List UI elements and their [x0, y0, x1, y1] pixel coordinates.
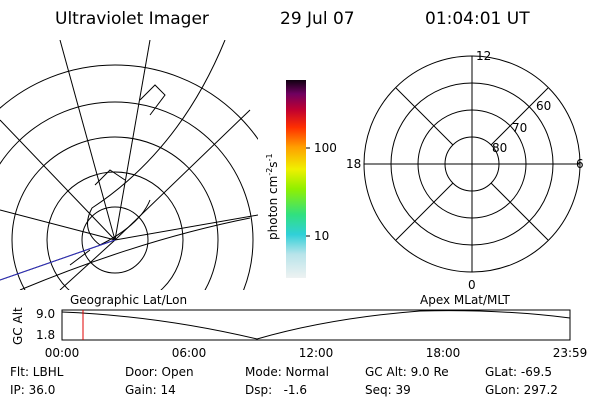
x-tick-label: 12:00	[299, 346, 334, 360]
geo-map	[0, 40, 258, 290]
x-tick-label: 23:59	[553, 346, 588, 360]
mlt-label: 12	[476, 49, 491, 63]
time: 01:04:01 UT	[425, 9, 530, 29]
date: 29 Jul 07	[280, 9, 355, 29]
y-tick-label: 9.0	[36, 307, 55, 321]
status-field: Seq: 39	[365, 383, 411, 397]
y-tick-label: 1.8	[36, 328, 55, 342]
altitude-curve	[61, 310, 571, 340]
y-label: GC Alt	[11, 307, 25, 345]
title: Ultraviolet Imager	[55, 9, 209, 29]
status-field: IP: 36.0	[10, 383, 55, 397]
lat-label: 80	[492, 141, 507, 155]
colorbar-tick-label: 10	[314, 229, 329, 243]
colorbar-label: photon cm-2s-1	[265, 153, 280, 240]
x-tick-label: 06:00	[172, 346, 207, 360]
status-field: Mode: Normal	[245, 365, 329, 379]
status-field: GLon: 297.2	[485, 383, 558, 397]
x-tick-label: 18:00	[426, 346, 461, 360]
timeline-right-title: Apex MLat/MLT	[420, 293, 510, 307]
mlt-label: 6	[576, 157, 584, 171]
timeline-left-title: Geographic Lat/Lon	[70, 293, 187, 307]
colorbar-tick-label: 100	[314, 141, 337, 155]
status-field: GC Alt: 9.0 Re	[365, 365, 449, 379]
status-field: GLat: -69.5	[485, 365, 552, 379]
x-tick-label: 00:00	[45, 346, 80, 360]
status-field: Flt: LBHL	[10, 365, 64, 379]
status-field: Gain: 14	[125, 383, 176, 397]
colorbar	[286, 80, 306, 278]
lat-label: 60	[536, 99, 551, 113]
status-field: Dsp: -1.6	[245, 383, 307, 397]
mlt-label: 18	[346, 157, 361, 171]
status-field: Door: Open	[125, 365, 194, 379]
mlt-label: 0	[468, 278, 476, 292]
timeline-box	[61, 309, 571, 341]
lat-label: 70	[512, 121, 527, 135]
polar-grid	[363, 55, 581, 273]
